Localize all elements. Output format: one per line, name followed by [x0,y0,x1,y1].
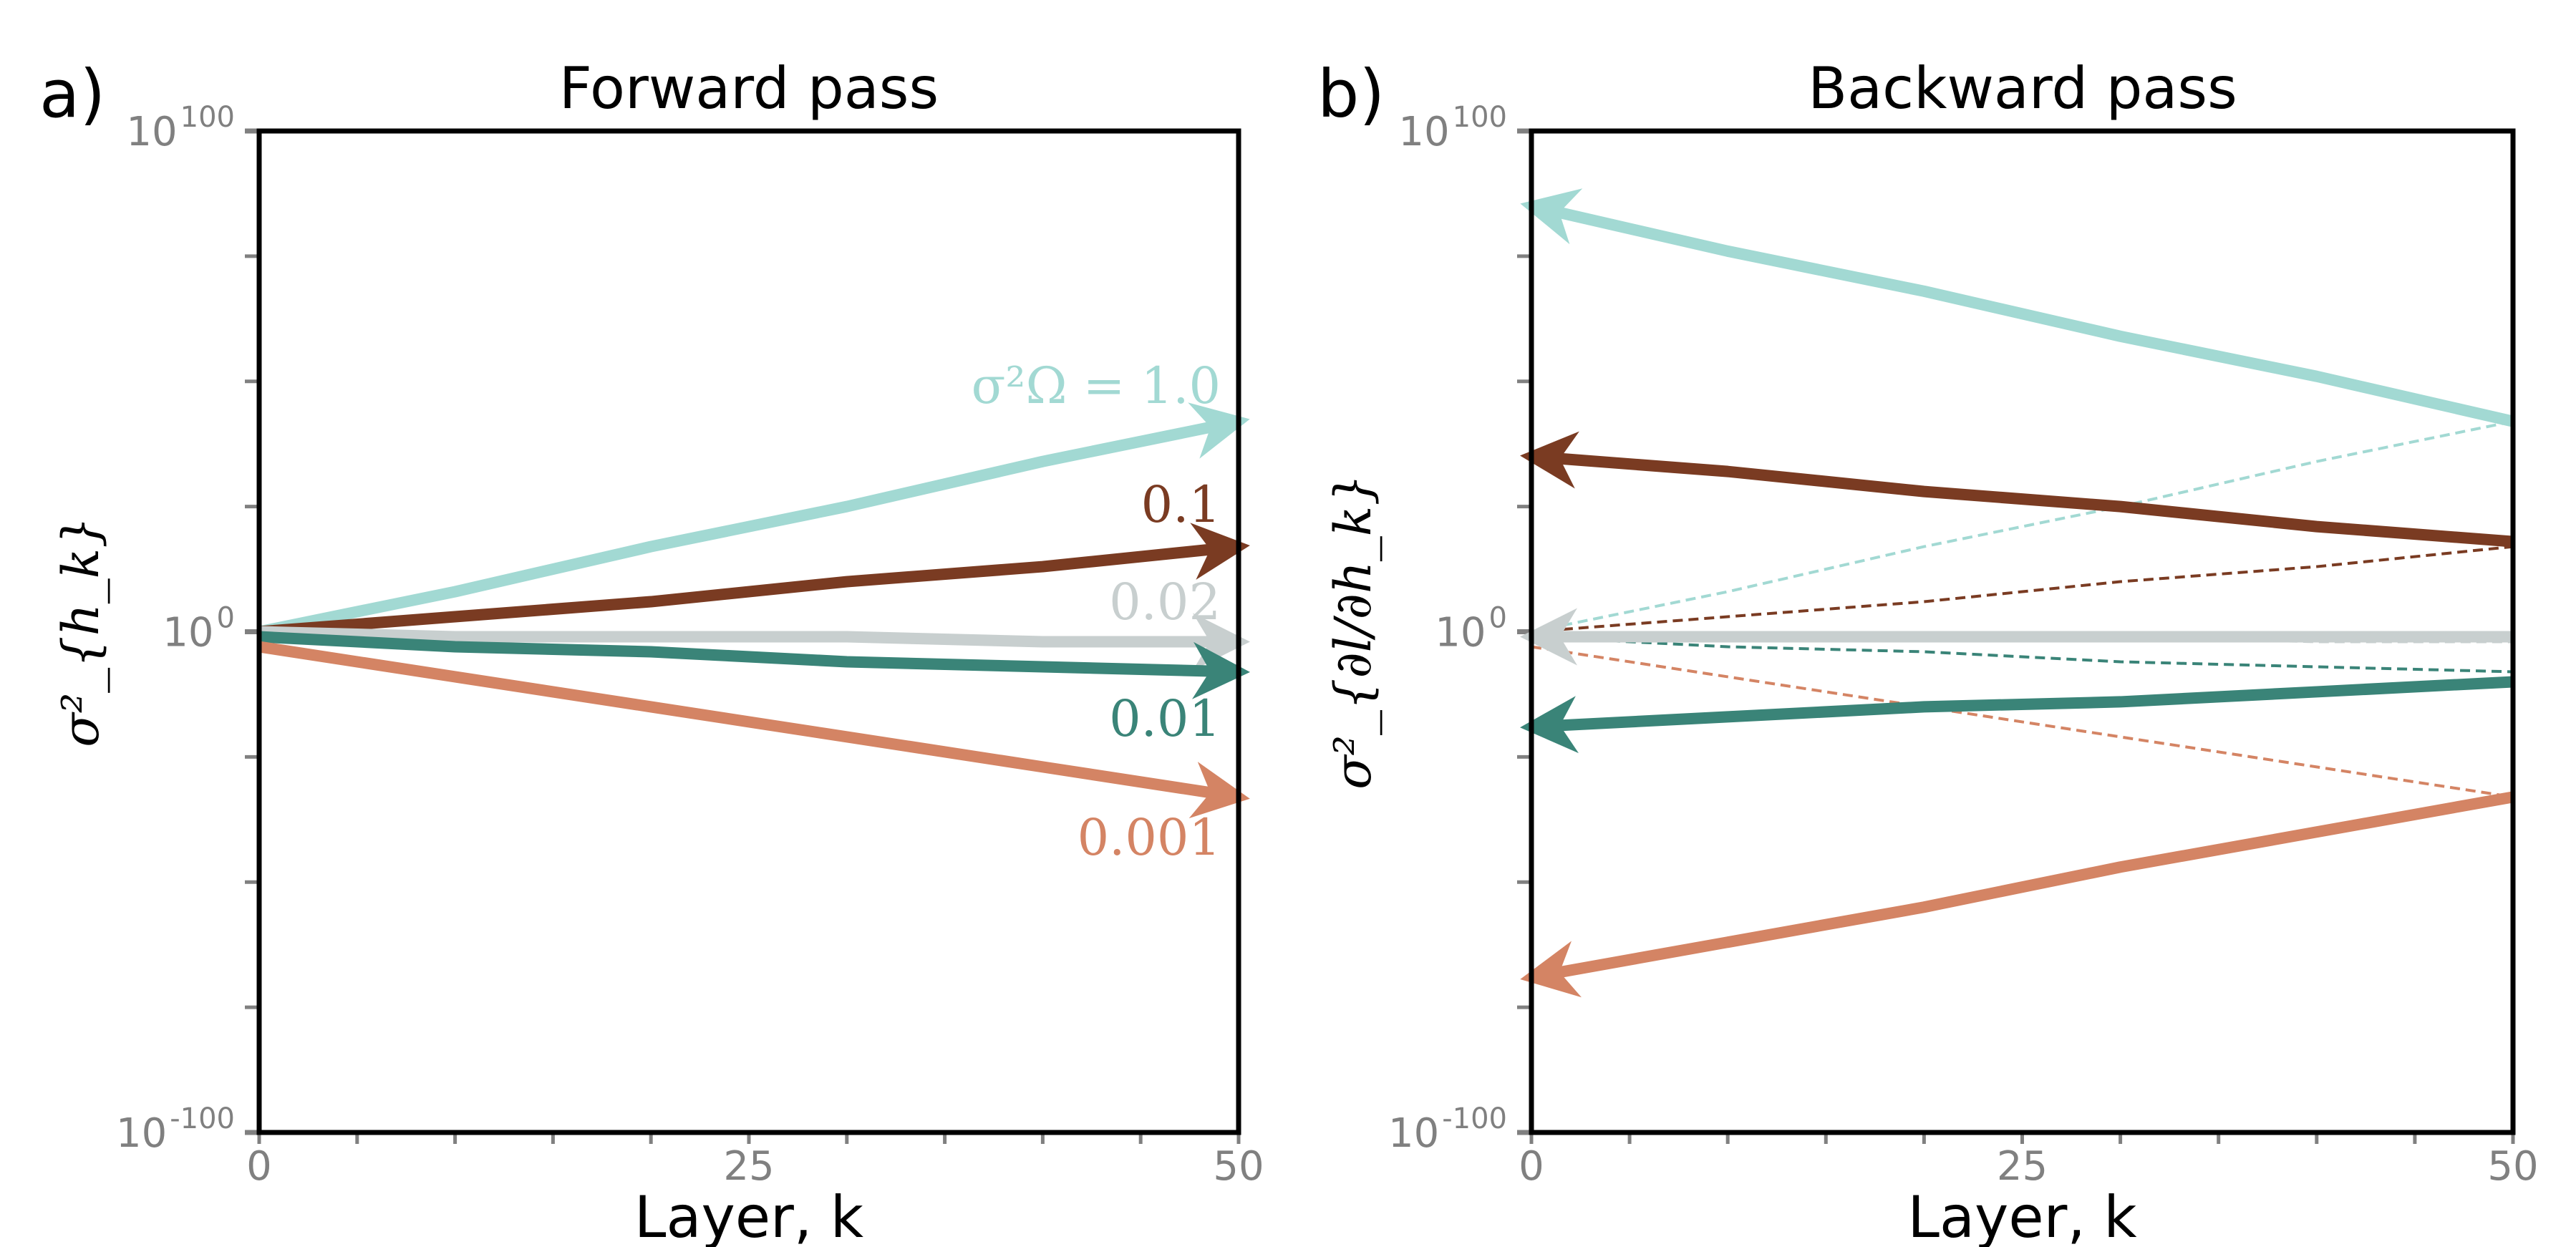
series-line [258,641,1250,819]
series-label: 0.001 [1078,808,1221,867]
series-line [258,631,1250,699]
y-tick-base: 10 [1435,610,1486,656]
y-axis-label: σ²_{h_k} [52,516,110,747]
series-label: σ²Ω = 1.0 [972,356,1221,415]
series-line [258,613,1250,671]
dashed-reference-line [1531,635,2514,674]
chart-title-b: Backward pass [1808,55,2237,122]
x-tick-label: 0 [246,1143,272,1190]
x-tick-label: 0 [1519,1143,1544,1190]
dashed-reference-line [1531,645,2514,799]
x-axis-label: Layer, k [1907,1184,2137,1247]
plot-frame [1529,128,2516,1135]
series-line [1520,676,2514,754]
y-tick-exponent: 100 [180,101,235,134]
dashed-reference-line [1531,545,2514,634]
y-tick-exponent: -100 [1442,1102,1507,1135]
y-tick-base: 10 [163,610,213,656]
y-tick-exponent: 100 [1453,101,1507,134]
y-tick-exponent: 0 [217,602,235,635]
y-tick-base: 10 [1388,1110,1439,1157]
series-line [258,523,1250,638]
x-tick-label: 25 [723,1143,774,1190]
y-tick-exponent: 0 [1489,602,1507,635]
series-label: 0.1 [1141,475,1221,534]
series-line [1520,791,2514,998]
plot-frame [256,128,1241,1135]
panel-label-b: b) [1317,56,1385,132]
y-tick-base: 10 [126,109,177,155]
y-axis-label: σ²_{∂l/∂h_k} [1324,474,1383,790]
series-line [1520,188,2514,427]
series-line [1520,431,2514,548]
y-tick-base: 10 [1398,109,1449,155]
dashed-reference-line [1531,419,2514,634]
series-label: 0.02 [1109,573,1221,631]
y-tick-base: 10 [116,1110,167,1157]
x-tick-label: 50 [2487,1143,2538,1190]
x-tick-label: 50 [1213,1143,1264,1190]
series-label: 0.01 [1109,689,1221,748]
series-line [258,402,1250,638]
x-tick-label: 25 [1997,1143,2048,1190]
chart-title-a: Forward pass [559,55,939,122]
panel-label-a: a) [39,56,105,132]
x-axis-label: Layer, k [634,1184,864,1247]
y-tick-exponent: -100 [170,1102,235,1135]
